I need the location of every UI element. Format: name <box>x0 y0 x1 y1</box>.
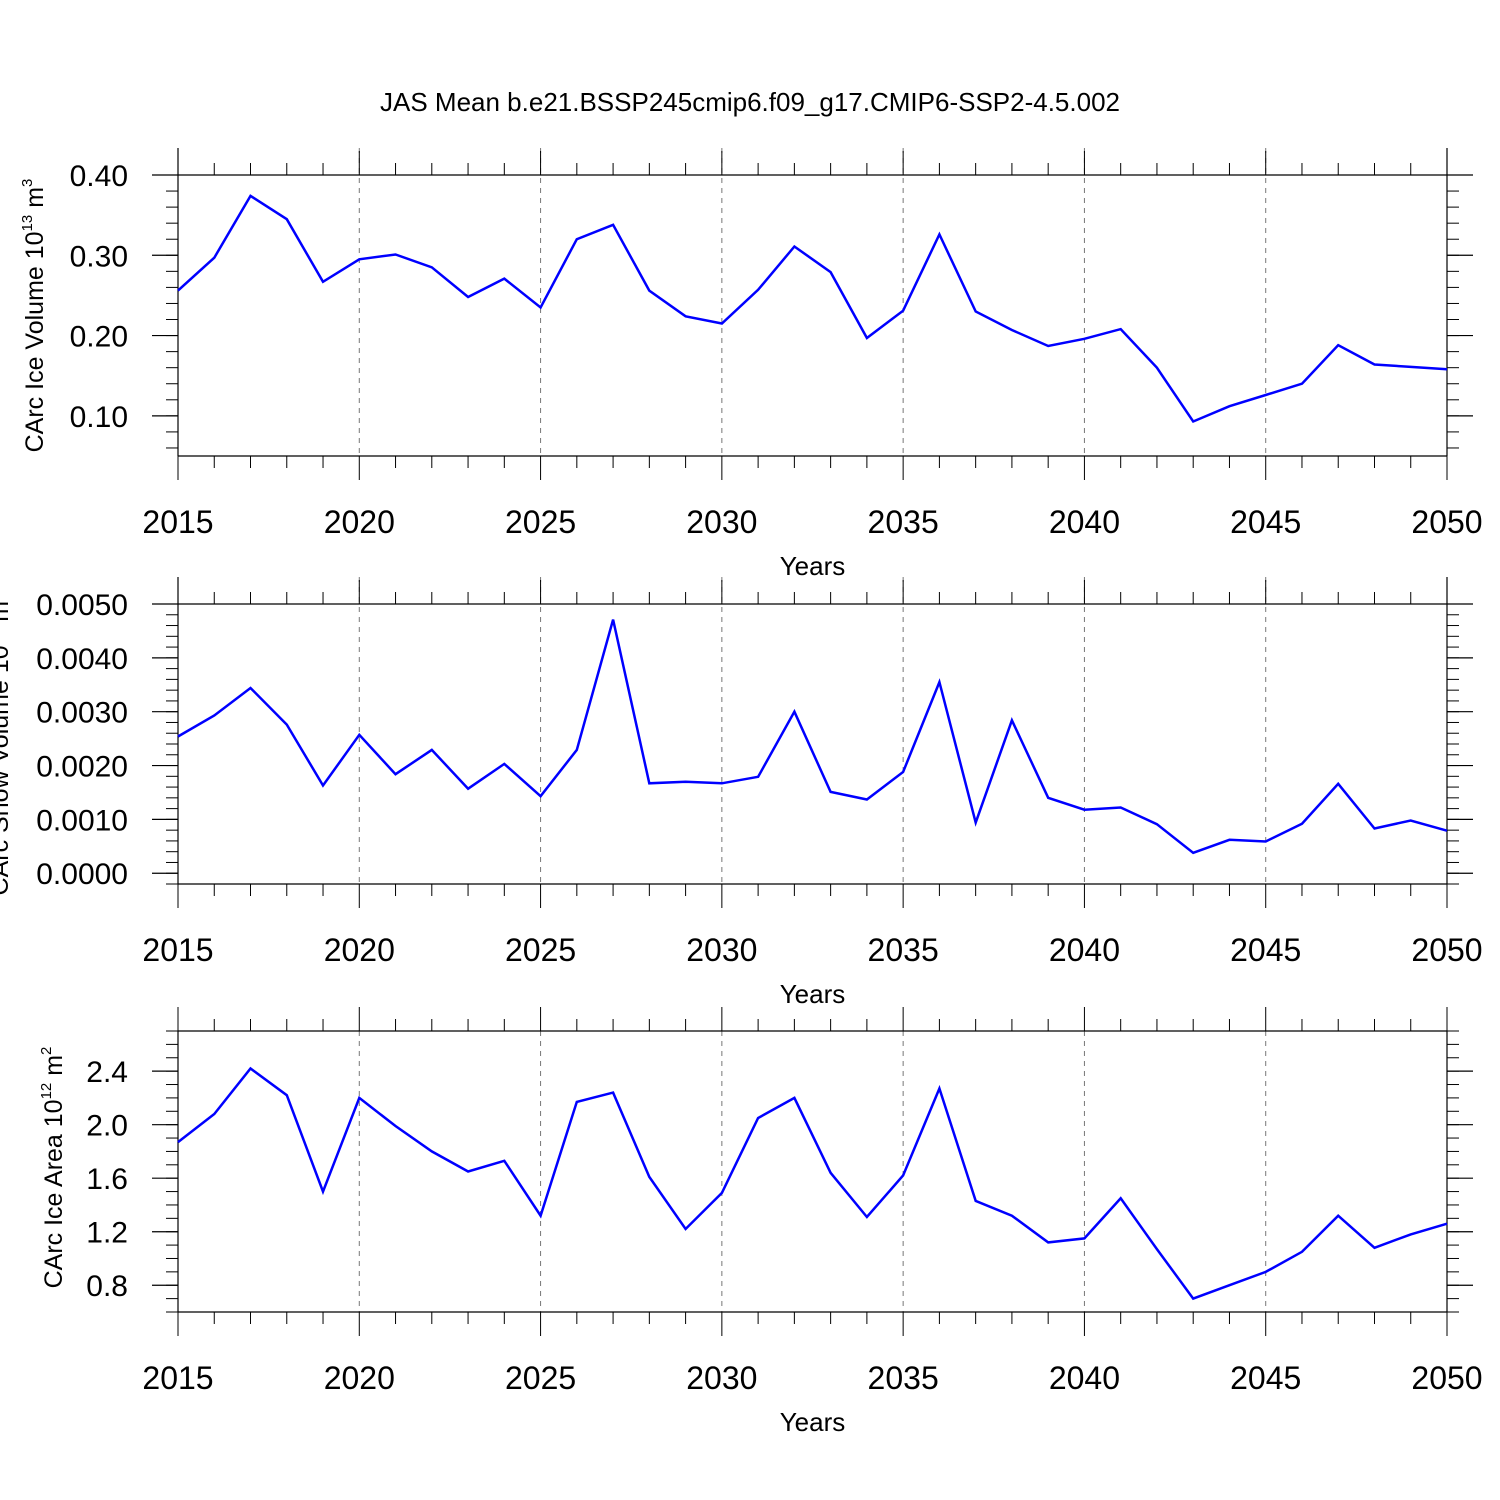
y-tick-label: 0.0040 <box>36 643 128 676</box>
y-tick-label: 0.0010 <box>36 804 128 837</box>
x-tick-label: 2035 <box>868 504 939 540</box>
panel-ice-area: 0.8 1.2 1.6 2.0 2.4 2015 2020 2025 2030 2035 2040 2… <box>38 1007 1483 1437</box>
y-tick-label: 0.20 <box>70 321 128 354</box>
x-tick-label: 2020 <box>324 932 395 968</box>
series-line <box>177 1066 1448 1301</box>
x-tick-label: 2035 <box>868 1360 939 1396</box>
x-tick-label: 2030 <box>686 932 757 968</box>
x-tick-label: 2040 <box>1049 504 1120 540</box>
x-tick-label: 2045 <box>1230 504 1301 540</box>
x-tick-label: 2025 <box>505 504 576 540</box>
panel-snow-volume: 0.0000 0.0010 0.0020 0.0030 0.0040 0.0050 2015… <box>0 577 1483 1009</box>
x-tick-label: 2030 <box>686 504 757 540</box>
y-axis-label: CArc Ice Area 1012 m2 <box>38 1047 68 1289</box>
y-tick-label: 0.40 <box>70 160 128 193</box>
x-tick-label: 2050 <box>1411 932 1482 968</box>
y-tick-label: 0.0030 <box>36 697 128 730</box>
x-tick-label: 2020 <box>324 504 395 540</box>
x-tick-label: 2020 <box>324 1360 395 1396</box>
x-tick-label: 2050 <box>1411 504 1482 540</box>
y-tick-label: 0.10 <box>70 401 128 434</box>
x-axis-label: Years <box>780 1407 846 1437</box>
x-tick-label: 2040 <box>1049 932 1120 968</box>
figure-title: JAS Mean b.e21.BSSP245cmip6.f09_g17.CMIP… <box>380 87 1120 117</box>
y-axis-label: CArc Ice Volume 1013 m3 <box>19 179 49 453</box>
x-axis-label: Years <box>780 979 846 1009</box>
x-tick-label: 2015 <box>142 1360 213 1396</box>
y-tick-label: 1.2 <box>86 1217 128 1250</box>
x-tick-label: 2035 <box>868 932 939 968</box>
y-tick-label: 0.30 <box>70 240 128 273</box>
x-tick-label: 2045 <box>1230 932 1301 968</box>
y-tick-label: 0.0020 <box>36 751 128 784</box>
x-tick-label: 2045 <box>1230 1360 1301 1396</box>
x-tick-label: 2015 <box>142 932 213 968</box>
x-tick-label: 2040 <box>1049 1360 1120 1396</box>
panel-ice-volume: 0.10 0.20 0.30 0.40 2015 2020 2025 2030 2035 2040… <box>19 148 1483 581</box>
y-tick-label: 1.6 <box>86 1163 128 1196</box>
series-line <box>177 619 1448 855</box>
y-tick-label: 0.8 <box>86 1270 128 1303</box>
x-tick-label: 2050 <box>1411 1360 1482 1396</box>
x-tick-label: 2015 <box>142 504 213 540</box>
series-line <box>177 194 1448 424</box>
y-tick-label: 2.4 <box>86 1056 128 1089</box>
y-axis-label: CArc Snow Volume 1013 m3 <box>0 593 14 896</box>
x-tick-label: 2025 <box>505 1360 576 1396</box>
x-tick-label: 2030 <box>686 1360 757 1396</box>
y-tick-label: 0.0050 <box>36 589 128 622</box>
y-tick-label: 0.0000 <box>36 858 128 891</box>
x-axis-label: Years <box>780 551 846 581</box>
x-tick-label: 2025 <box>505 932 576 968</box>
y-tick-label: 2.0 <box>86 1110 128 1143</box>
